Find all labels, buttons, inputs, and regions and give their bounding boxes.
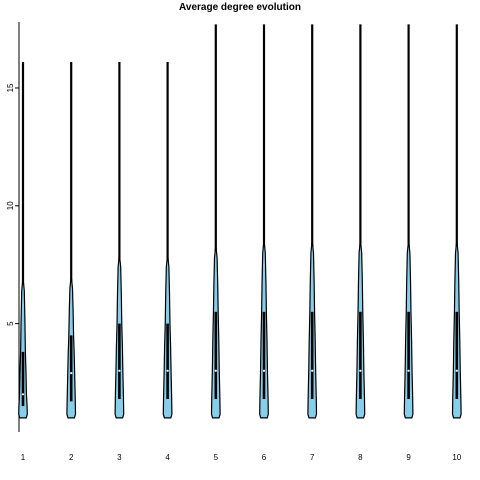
violin-iqr-box	[118, 323, 121, 400]
violin-2	[66, 62, 77, 419]
violin-9	[403, 24, 414, 419]
y-tick-label: 10	[6, 201, 15, 210]
chart-title: Average degree evolution	[179, 2, 301, 13]
x-tick-label: 5	[214, 453, 219, 462]
violin-iqr-box	[359, 311, 362, 400]
violin-iqr-box	[407, 311, 410, 400]
x-tick-label: 10	[452, 453, 461, 462]
violin-median	[359, 369, 362, 372]
violin-median	[455, 369, 458, 372]
violin-8	[355, 24, 366, 419]
y-tick-label: 5	[6, 321, 15, 326]
x-tick-label: 7	[310, 453, 315, 462]
x-tick-label: 4	[165, 453, 170, 462]
violin-iqr-box	[310, 311, 314, 400]
violin-7	[307, 24, 318, 419]
violin-median	[311, 369, 314, 372]
violin-10	[451, 24, 462, 419]
x-tick-label: 9	[406, 453, 411, 462]
violin-median	[262, 369, 266, 372]
violin-1	[18, 62, 28, 419]
y-axis-ticks: 5 10 15	[6, 83, 19, 326]
violin-iqr-box	[262, 311, 266, 400]
violin-median	[407, 369, 410, 372]
y-tick-label: 15	[6, 83, 15, 92]
x-tick-label: 8	[358, 453, 363, 462]
violin-3	[114, 62, 125, 419]
violin-iqr-box	[166, 323, 169, 400]
x-tick-label: 3	[117, 453, 122, 462]
violin-median	[70, 371, 73, 375]
x-tick-label: 6	[262, 453, 267, 462]
x-tick-label: 2	[69, 453, 74, 462]
violin-iqr-box	[214, 311, 218, 400]
violin-iqr-box	[21, 351, 25, 407]
violin-body	[18, 280, 28, 419]
violin-median	[214, 369, 217, 372]
violin-median	[21, 393, 25, 396]
violin-iqr-box	[455, 311, 459, 400]
violin-series	[18, 24, 462, 419]
x-tick-label: 1	[21, 453, 26, 462]
violin-5	[210, 24, 221, 419]
violin-median	[166, 369, 169, 372]
violin-iqr-box	[69, 335, 73, 402]
violin-median	[118, 369, 121, 372]
violin-6	[259, 24, 269, 419]
x-axis-tick-labels: 1 2 3 4 5 6 7 8 9 10	[21, 453, 462, 462]
violin-4	[162, 62, 173, 419]
